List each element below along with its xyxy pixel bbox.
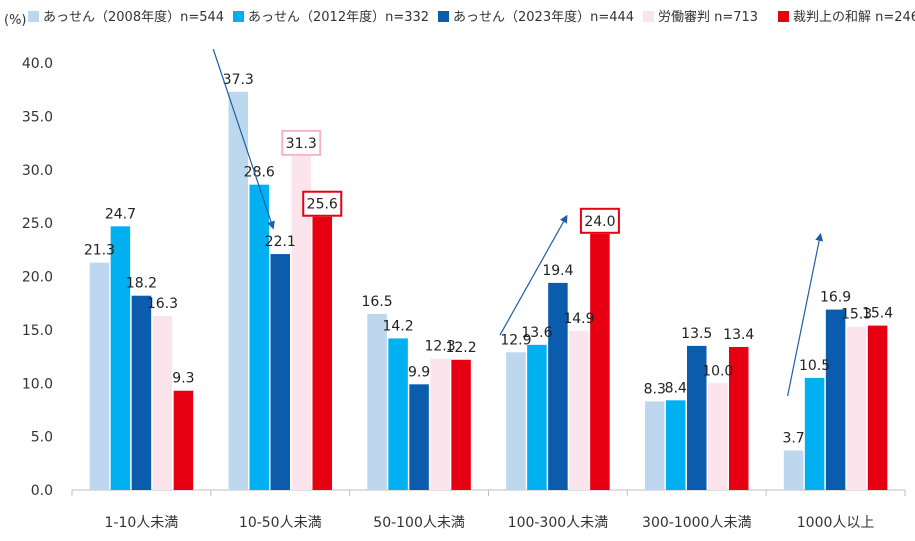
- bar: [270, 254, 290, 490]
- legend-label: 労働審判 n=713: [658, 10, 758, 25]
- y-tick-label: 20.0: [22, 270, 53, 286]
- value-label: 13.4: [723, 327, 754, 343]
- bar: [590, 233, 610, 491]
- value-label: 12.9: [500, 332, 531, 348]
- axes: 0.0 5.0 10.0 15.0 20.0 25.0 30.0 35.0 40.0 1-10人未…: [22, 56, 906, 531]
- value-label: 9.3: [172, 371, 194, 387]
- value-labels: 21.3 24.7 18.2 16.3 9.3 37.3 28.6 22.1 31.3 25.6 1…: [84, 72, 893, 447]
- legend-label: あっせん（2012年度）n=332: [248, 9, 429, 25]
- bar: [569, 330, 589, 490]
- value-label: 10.0: [702, 363, 733, 379]
- value-label: 37.3: [223, 72, 254, 88]
- value-label: 3.7: [782, 431, 804, 447]
- bar: [506, 352, 526, 490]
- value-label: 10.5: [799, 358, 830, 374]
- bar: [430, 358, 450, 490]
- legend: あっせん（2008年度）n=544 あっせん（2012年度）n=332 あっせん（2…: [28, 9, 915, 25]
- y-tick-label: 30.0: [22, 163, 53, 179]
- value-label: 15.3: [841, 307, 872, 323]
- bar: [451, 359, 471, 490]
- value-label: 8.3: [644, 381, 666, 397]
- category-label: 10-50人未満: [239, 515, 322, 531]
- bar: [249, 184, 269, 490]
- y-tick-label: 15.0: [22, 323, 53, 339]
- bar: [367, 313, 387, 490]
- bar: [804, 377, 825, 490]
- value-label: 28.6: [244, 165, 275, 181]
- category-label: 50-100人未満: [373, 515, 465, 531]
- bar: [312, 216, 332, 490]
- y-tick-label: 40.0: [22, 56, 53, 72]
- category-label: 300-1000人未満: [642, 515, 751, 531]
- value-label: 14.2: [382, 318, 413, 334]
- value-label: 14.9: [563, 311, 594, 327]
- bar: [825, 309, 846, 490]
- bar: [409, 384, 429, 490]
- value-label: 22.1: [265, 234, 296, 250]
- category-label: 1000人以上: [797, 515, 875, 531]
- bar: [228, 91, 248, 490]
- bar: [152, 315, 173, 490]
- value-label: 15.4: [862, 306, 893, 322]
- legend-label: 裁判上の和解 n=246: [793, 9, 915, 25]
- value-label: 16.5: [361, 294, 392, 310]
- value-label: 19.4: [542, 263, 573, 279]
- bar: [291, 155, 311, 490]
- value-label: 21.3: [84, 243, 115, 259]
- value-label: 25.6: [307, 197, 338, 213]
- legend-label: あっせん（2008年度）n=544: [43, 9, 224, 25]
- y-tick-label: 35.0: [22, 109, 53, 125]
- value-label: 8.4: [665, 380, 687, 396]
- bar: [131, 295, 152, 490]
- value-label: 24.7: [105, 206, 136, 222]
- legend-swatch: [438, 11, 449, 22]
- bar: [388, 338, 408, 490]
- bar: [173, 390, 194, 490]
- legend-swatch: [28, 11, 39, 22]
- y-tick-label: 10.0: [22, 376, 53, 392]
- value-label-box: [302, 190, 343, 217]
- bar: [89, 262, 110, 490]
- value-label: 9.9: [408, 364, 430, 380]
- bar: [645, 401, 665, 490]
- bar: [867, 325, 888, 490]
- value-label-box: [579, 207, 620, 234]
- value-label: 18.2: [126, 276, 157, 292]
- bar: [783, 450, 804, 490]
- y-tick-label: 25.0: [22, 216, 53, 232]
- y-tick-label: 5.0: [31, 430, 53, 446]
- value-label: 13.5: [681, 326, 712, 342]
- trend-arrows: [212, 48, 824, 397]
- value-label: 31.3: [286, 136, 317, 152]
- bar: [666, 400, 686, 490]
- value-label: 12.2: [445, 340, 476, 356]
- legend-swatch: [643, 11, 654, 22]
- bar: [687, 345, 707, 490]
- value-label: 16.9: [820, 290, 851, 306]
- trend-arrow: [212, 48, 275, 230]
- bar: [110, 226, 131, 490]
- bar: [729, 346, 749, 490]
- bar: [708, 383, 728, 490]
- value-label-box: [281, 129, 322, 156]
- legend-swatch: [778, 11, 789, 22]
- y-axis-unit-label: (%): [4, 13, 27, 28]
- bars: [89, 91, 888, 491]
- legend-label: あっせん（2023年度）n=444: [453, 9, 634, 25]
- category-label: 1-10人未満: [105, 515, 179, 531]
- category-label: 100-300人未満: [508, 515, 609, 531]
- value-label: 13.6: [521, 325, 552, 341]
- value-label: 12.3: [424, 339, 455, 355]
- bar: [527, 344, 547, 490]
- bar: [846, 326, 867, 490]
- value-label: 16.3: [147, 296, 178, 312]
- bar: [548, 282, 568, 490]
- value-label: 24.0: [584, 214, 615, 230]
- trend-arrow: [786, 232, 824, 397]
- legend-swatch: [233, 11, 244, 22]
- y-tick-label: 0.0: [31, 483, 53, 499]
- trend-arrow: [499, 214, 568, 336]
